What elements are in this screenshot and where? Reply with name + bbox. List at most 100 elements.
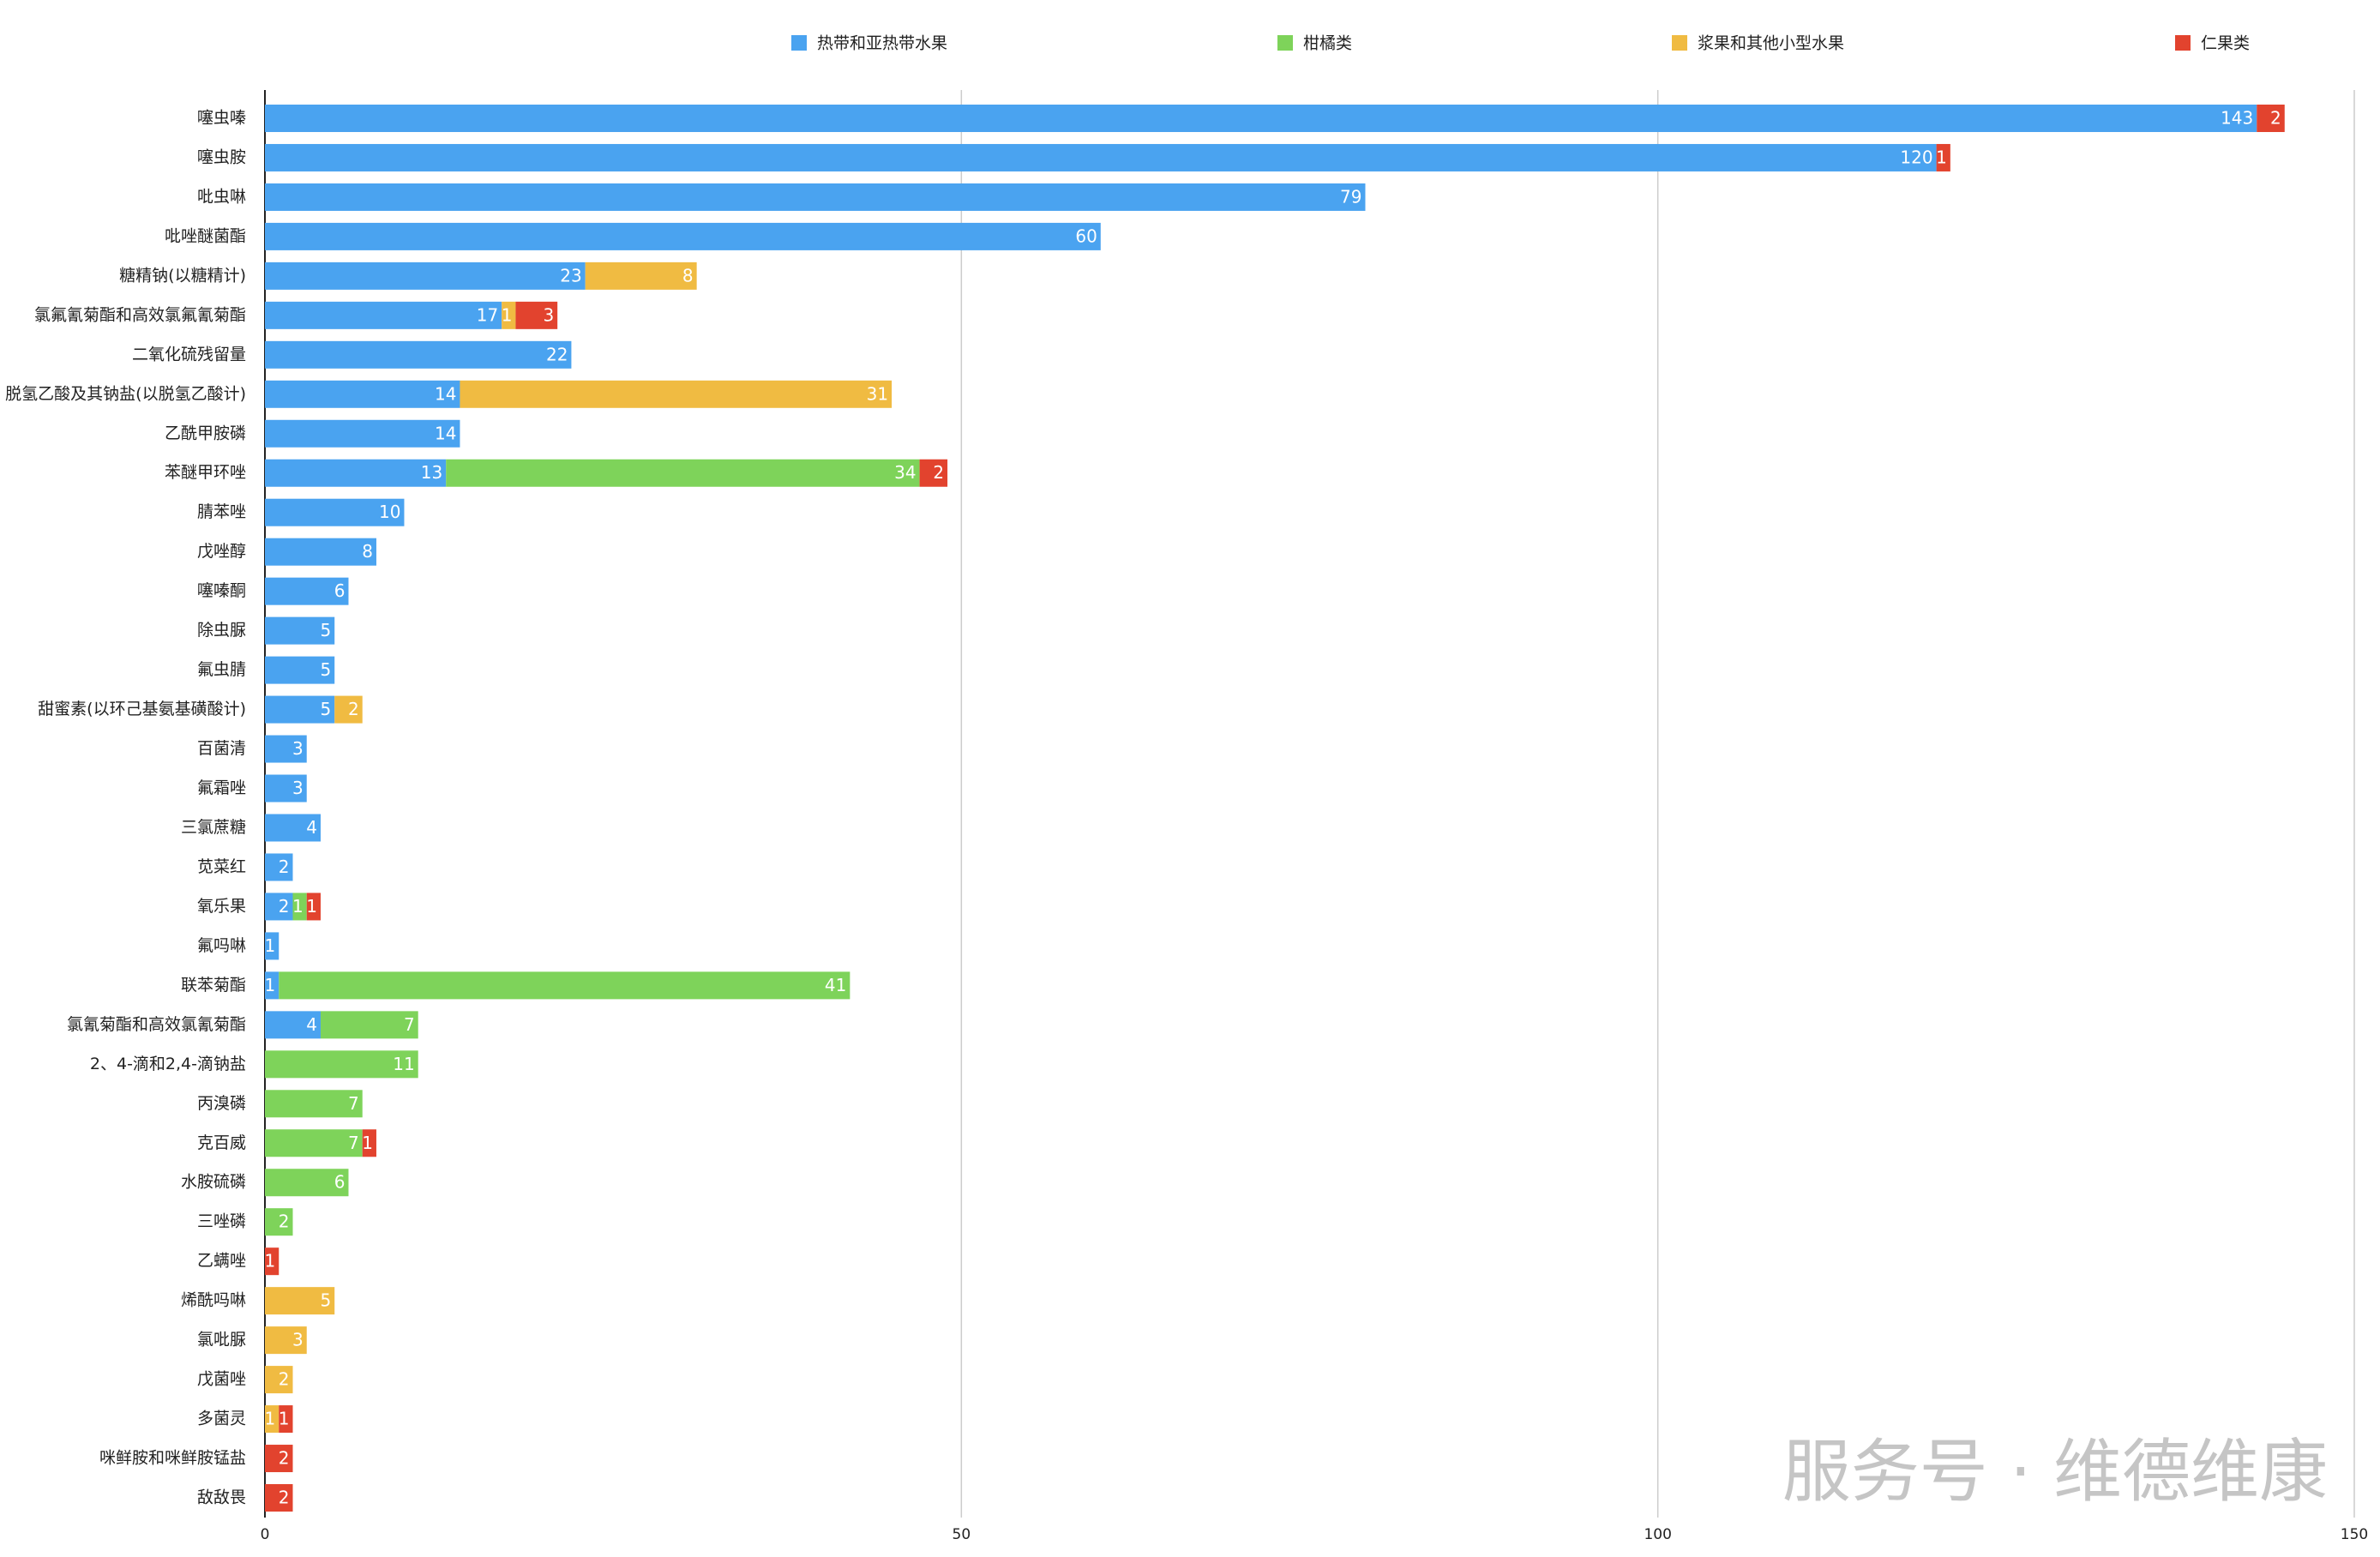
value-label: 4 xyxy=(306,817,317,838)
bar-segment xyxy=(265,1445,293,1473)
y-tick-label: 苋菜红 xyxy=(197,857,246,876)
bar-segment xyxy=(265,1090,363,1118)
value-label: 2 xyxy=(279,857,290,877)
value-label: 5 xyxy=(320,1290,331,1311)
y-tick-label: 噻虫嗪 xyxy=(197,108,246,127)
value-label: 7 xyxy=(348,1093,359,1114)
value-label: 1 xyxy=(265,1409,276,1429)
y-tick-label: 2、4-滴和2,4-滴钠盐 xyxy=(90,1055,246,1073)
y-tick-label: 糖精钠(以糖精计) xyxy=(119,266,246,285)
y-tick-label: 戊唑醇 xyxy=(197,542,246,561)
y-tick-label: 除虫脲 xyxy=(197,621,246,640)
value-label: 1 xyxy=(306,896,317,917)
value-label: 22 xyxy=(546,344,568,364)
value-label: 7 xyxy=(404,1014,415,1035)
legend-label: 热带和亚热带水果 xyxy=(817,34,947,53)
bar-segment xyxy=(279,1405,293,1434)
bar-segment xyxy=(265,262,586,290)
value-label: 2 xyxy=(348,699,359,719)
value-label: 5 xyxy=(320,620,331,640)
value-label: 6 xyxy=(334,580,346,601)
value-label: 2 xyxy=(2270,107,2281,128)
legend-swatch xyxy=(791,35,807,51)
y-tick-label: 烯酰吗啉 xyxy=(181,1291,246,1310)
value-label: 4 xyxy=(306,1014,317,1035)
y-tick-label: 丙溴磷 xyxy=(197,1094,246,1113)
value-label: 2 xyxy=(279,1211,290,1232)
bar-segment xyxy=(2257,104,2285,132)
value-label: 79 xyxy=(1340,186,1361,207)
value-label: 1 xyxy=(502,304,513,325)
bar-segment xyxy=(265,932,279,960)
y-tick-label: 氟霜唑 xyxy=(197,778,246,797)
y-tick-label: 氯氰菊酯和高效氯氰菊酯 xyxy=(67,1015,246,1034)
x-tick-label: 150 xyxy=(2341,1526,2368,1543)
bar-segment xyxy=(265,656,335,684)
x-tick-label: 100 xyxy=(1644,1526,1671,1543)
y-tick-label: 氟虫腈 xyxy=(197,660,246,679)
bar-segment xyxy=(320,1011,418,1039)
legend-swatch xyxy=(1277,35,1293,51)
value-label: 1 xyxy=(279,1409,290,1429)
bar-segment xyxy=(265,971,279,1000)
bar-segment xyxy=(265,1169,349,1197)
bar-segment xyxy=(265,143,1937,171)
value-label: 3 xyxy=(292,778,304,798)
bar-segment xyxy=(292,893,307,921)
x-tick-label: 0 xyxy=(261,1526,270,1543)
watermark: 服务号 · 维德维康 xyxy=(1782,1432,2328,1512)
value-label: 31 xyxy=(867,383,888,404)
value-label: 13 xyxy=(421,462,442,483)
y-tick-label: 多菌灵 xyxy=(197,1410,246,1428)
value-label: 6 xyxy=(334,1172,346,1193)
bar-segment xyxy=(265,498,405,526)
bar-segment xyxy=(265,1287,335,1315)
y-tick-label: 乙螨唑 xyxy=(197,1252,246,1271)
value-label: 3 xyxy=(543,304,554,325)
value-label: 8 xyxy=(682,265,694,286)
bar-segment xyxy=(334,695,363,724)
value-label: 10 xyxy=(379,502,400,522)
value-label: 34 xyxy=(894,462,916,483)
y-tick-label: 噻虫胺 xyxy=(197,147,246,166)
bar-segment xyxy=(306,893,321,921)
y-tick-label: 咪鲜胺和咪鲜胺锰盐 xyxy=(99,1449,246,1468)
value-label: 3 xyxy=(292,738,304,759)
y-tick-label: 甜蜜素(以环己基氨基磺酸计) xyxy=(38,700,246,718)
bar-segment xyxy=(279,971,850,1000)
legend-label: 仁果类 xyxy=(2201,34,2250,53)
x-tick-label: 50 xyxy=(953,1526,971,1543)
y-tick-label: 水胺硫磷 xyxy=(181,1173,246,1192)
value-label: 1 xyxy=(265,1251,276,1271)
value-label: 5 xyxy=(320,659,331,680)
bar-segment xyxy=(265,1326,307,1355)
y-tick-label: 噻嗪酮 xyxy=(197,581,246,600)
y-tick-label: 脱氢乙酸及其钠盐(以脱氢乙酸计) xyxy=(5,384,246,403)
y-tick-label: 三氯蔗糖 xyxy=(181,818,246,837)
value-label: 2 xyxy=(279,1369,290,1390)
y-tick-label: 敌敌畏 xyxy=(197,1488,246,1507)
bar-segment xyxy=(265,814,321,842)
bar-segment xyxy=(265,301,502,329)
bar-segment xyxy=(515,301,558,329)
bar-segment xyxy=(265,1366,293,1394)
value-label: 8 xyxy=(362,541,373,562)
value-label: 60 xyxy=(1075,225,1097,246)
bar-segment xyxy=(265,893,293,921)
y-tick-label: 克百威 xyxy=(197,1133,246,1152)
bar-segment xyxy=(460,380,892,408)
bar-segment xyxy=(919,459,948,487)
value-label: 120 xyxy=(1900,147,1932,167)
value-label: 23 xyxy=(560,265,581,286)
value-label: 1 xyxy=(362,1133,373,1153)
value-label: 7 xyxy=(348,1133,359,1153)
value-label: 41 xyxy=(825,975,846,995)
value-label: 14 xyxy=(435,423,456,443)
y-tick-label: 苯醚甲环唑 xyxy=(165,463,246,482)
value-label: 2 xyxy=(933,462,944,483)
bar-segment xyxy=(265,774,307,803)
legend-label: 柑橘类 xyxy=(1303,34,1352,53)
y-tick-label: 氯氟氰菊酯和高效氯氟氰菊酯 xyxy=(34,305,246,324)
y-tick-label: 百菌清 xyxy=(197,739,246,758)
